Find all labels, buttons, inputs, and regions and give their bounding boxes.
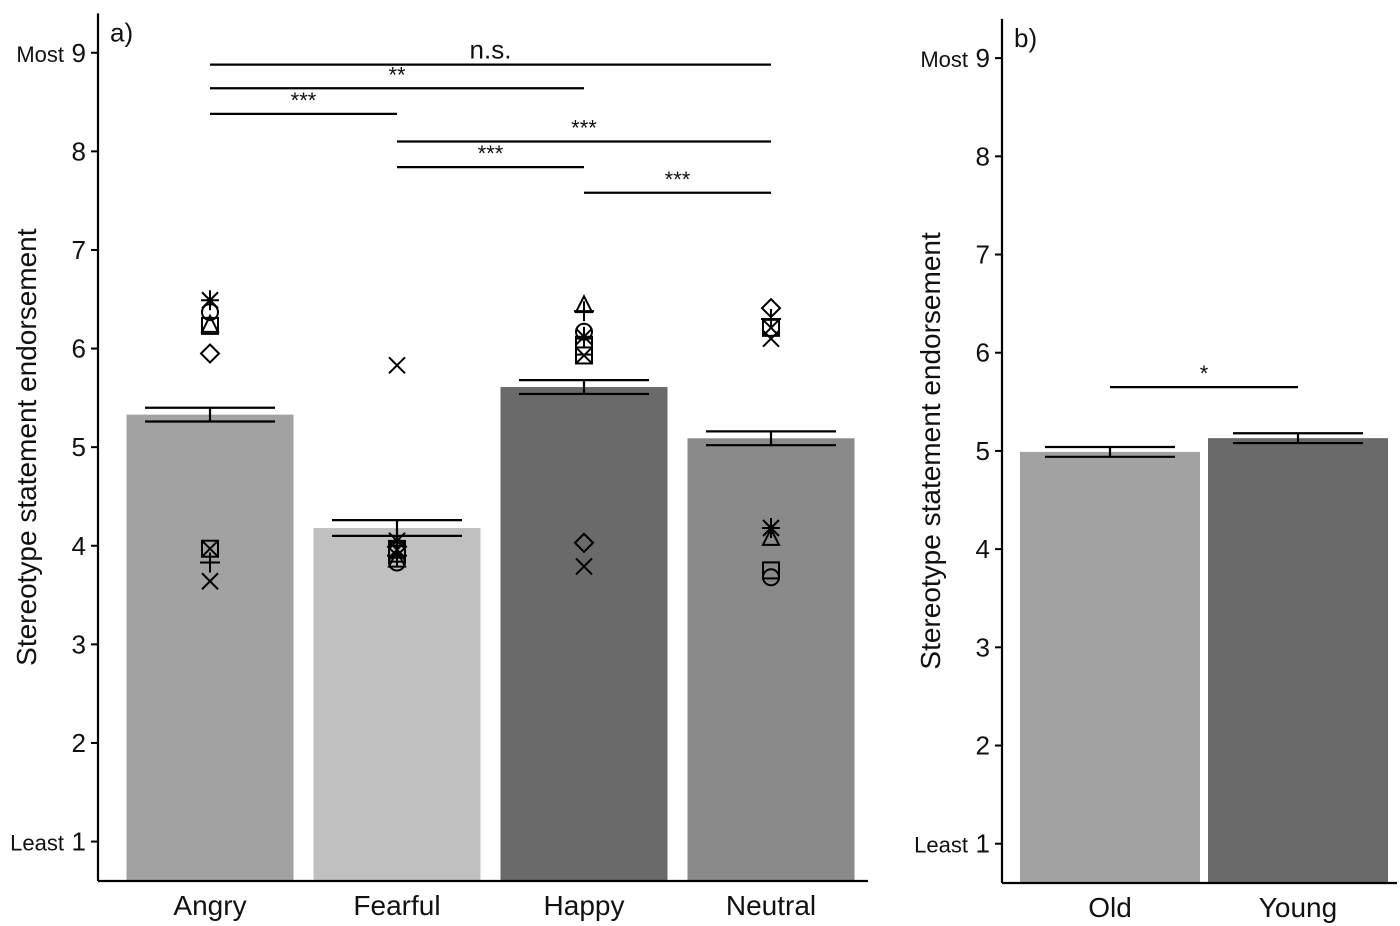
panel-b-ytick-label-4: 4 [976,534,990,564]
panel-a-y-axis-title: Stereotype statement endorsement [11,228,42,666]
panel-b-ytick-label-2: 2 [976,731,990,761]
panel-a-ytick-label-8: 8 [72,136,86,166]
panel-a-ytick-label-1: 1 [72,827,86,857]
marker-happy-x-shape [575,557,593,576]
marker-neutral-triangle-shape [761,526,781,546]
bar-angry [126,414,294,881]
marker-angry-triangle-shape [200,313,220,333]
panel-a-most-label: Most [16,42,64,67]
bar-happy [500,387,668,881]
marker-happy-boxed-x-box [575,346,593,365]
panel-b-stereotype-by-age: * 1 2 3 4 5 6 7 8 9 Least Most Old Young Stereotype st… [914,18,1397,923]
sig-old-young-label: * [1200,361,1209,386]
marker-angry-boxed-x-cross [201,540,219,558]
error-bar-happy [519,379,649,396]
marker-neutral-triangle [761,526,781,546]
panel-b-ytick-label-1: 1 [976,829,990,859]
panel-a-ytick-label-9: 9 [72,38,86,68]
marker-happy-x [575,557,593,576]
panel-a-ytick-label-2: 2 [72,728,86,758]
marker-angry-plus [200,552,220,573]
marker-angry-square [201,316,219,335]
marker-fearful-circle [388,553,406,572]
panel-a-ytick-label-7: 7 [72,235,86,265]
bar-young [1208,438,1388,883]
sig-fearful-happy-label: *** [478,141,504,166]
sig-angry-neutral-label: n.s. [470,35,512,65]
panel-a-ytick-label-3: 3 [72,629,86,659]
marker-angry-x [201,572,219,590]
marker-angry-diamond [199,343,221,364]
x-label-happy: Happy [544,890,625,921]
panel-a-least-label: Least [10,831,64,856]
x-label-young: Young [1259,892,1337,923]
panel-b-ytick-label-9: 9 [976,43,990,73]
bar-fearful [313,528,481,881]
marker-angry-triangle [200,313,220,333]
panel-b-y-axis-title: Stereotype statement endorsement [915,232,946,670]
marker-fearful-circle-shape [388,553,406,572]
marker-angry-square-shape [201,316,219,335]
marker-angry-diamond-shape [199,343,221,364]
marker-happy-plus-shape [574,301,594,322]
marker-neutral-boxed-x-box [762,318,780,337]
panel-b-ytick-label-7: 7 [976,240,990,270]
sig-angry-happy-label: ** [388,62,406,87]
marker-angry-x-shape [201,572,219,590]
x-label-fearful: Fearful [353,890,440,921]
marker-neutral-square-shape [762,561,780,580]
marker-angry-asterisk [201,290,219,311]
marker-fearful-x [388,356,406,375]
marker-neutral-circle [762,568,780,587]
marker-neutral-circle-shape [762,568,780,587]
marker-fearful-triangle-shape [387,548,407,568]
error-bar-old [1045,445,1175,458]
bar-neutral [687,438,855,881]
marker-angry-plus-shape [200,552,220,573]
panel-b-least-label: Least [914,833,968,858]
panel-a-stereotype-by-emotion: n.s.**************123456789LeastMostAngr… [10,13,868,921]
panel-b-ytick-label-5: 5 [976,436,990,466]
sig-fearful-neutral-label: *** [571,116,597,141]
marker-happy-boxed-x [575,346,593,365]
marker-fearful-triangle [387,548,407,568]
sig-happy-neutral-label: *** [665,167,691,192]
marker-happy-asterisk [575,326,593,347]
marker-angry-circle [201,303,219,322]
x-label-old: Old [1088,892,1132,923]
error-bar-angry [145,406,275,423]
panel-b-most-label: Most [920,47,968,72]
panel-b-ytick-label-8: 8 [976,141,990,171]
marker-happy-boxed-x-cross [575,346,593,365]
panel-a-ytick-label-4: 4 [72,531,86,561]
panel-a-ytick-label-6: 6 [72,334,86,364]
panel-a-panel-label: a) [110,17,133,47]
panel-b-ytick-label-3: 3 [976,632,990,662]
error-bar-young [1233,432,1363,445]
marker-angry-circle-shape [201,303,219,322]
marker-happy-asterisk-shape [575,326,593,347]
bar-old [1020,451,1200,883]
panel-b-panel-label: b) [1014,23,1037,53]
marker-neutral-x [762,329,780,348]
marker-neutral-square [762,561,780,580]
error-bar-neutral [706,430,836,447]
x-label-angry: Angry [173,890,246,921]
panel-a-ytick-label-5: 5 [72,432,86,462]
marker-happy-plus [574,301,594,322]
x-label-neutral: Neutral [726,890,816,921]
marker-happy-diamond-shape [573,532,595,554]
marker-fearful-x-shape [388,356,406,375]
marker-angry-asterisk-shape [201,290,219,311]
panel-b-ytick-label-6: 6 [976,338,990,368]
marker-happy-diamond [573,532,595,554]
marker-neutral-x-shape [762,329,780,348]
sig-angry-fearful-label: *** [291,88,317,113]
